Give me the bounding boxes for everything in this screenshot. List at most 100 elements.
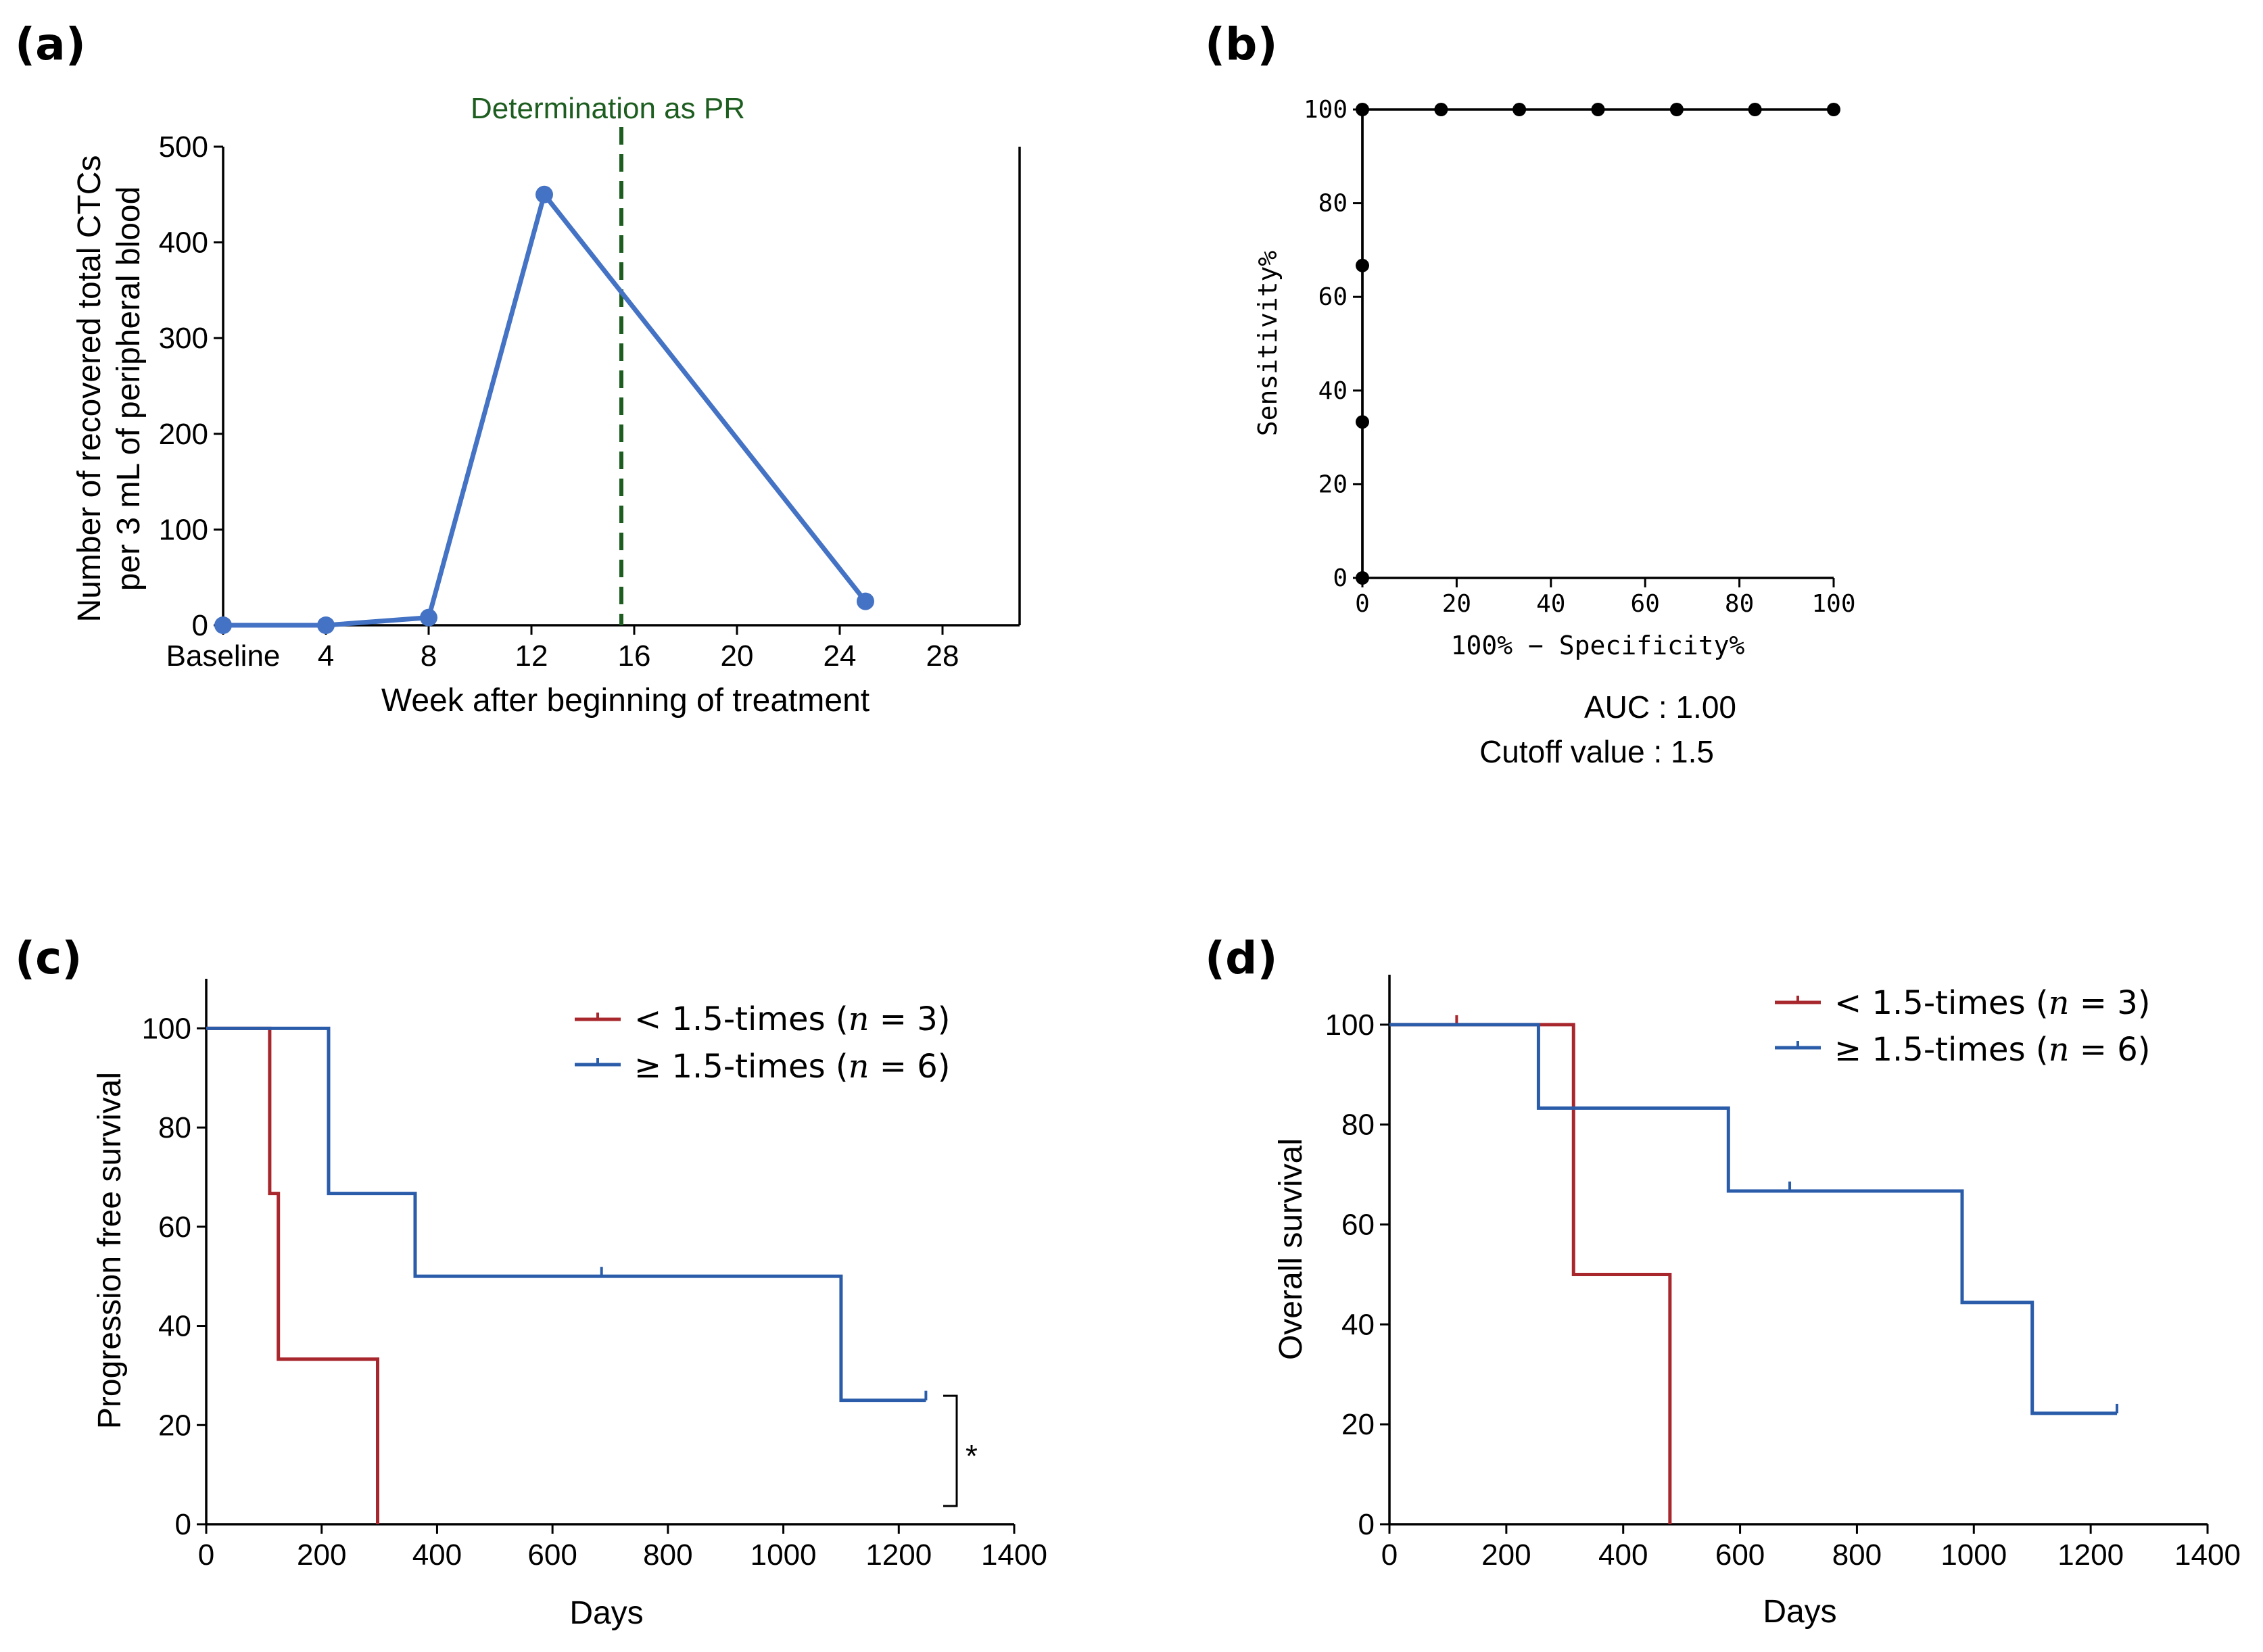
chart-b-data-point	[1748, 103, 1762, 116]
chart-c-ytick-label: 0	[175, 1508, 191, 1541]
chart-a-series-line	[223, 192, 867, 628]
chart-d-xtick-label: 400	[1598, 1538, 1648, 1572]
chart-d-xtick-label: 800	[1832, 1538, 1882, 1572]
panel-label-b: (b)	[1205, 18, 1278, 70]
chart-a-ytick-label: 0	[192, 609, 208, 642]
chart-a-ytick-label: 200	[159, 418, 208, 451]
chart-a-pr-label: Determination as PR	[471, 92, 745, 125]
chart-c-xtick-label: 0	[198, 1538, 214, 1572]
chart-b-ytick-label: 0	[1333, 564, 1348, 592]
chart-d-ytick-label: 40	[1341, 1308, 1375, 1341]
chart-b-xtick-label: 80	[1725, 590, 1754, 618]
chart-c-significance-bracket	[943, 1394, 958, 1507]
chart-d-ytick-label: 20	[1341, 1408, 1375, 1441]
chart-b-xlabel: 100% − Specificity%	[1451, 631, 1745, 660]
chart-b-ytick-label: 80	[1318, 190, 1348, 218]
chart-d-xtick-label: 1400	[2174, 1538, 2241, 1572]
chart-b-xtick-label: 40	[1536, 590, 1565, 618]
chart-c-ytick-label: 100	[142, 1012, 191, 1045]
chart-b-data-point	[1669, 103, 1684, 116]
chart-d-ytick-label: 60	[1341, 1209, 1375, 1242]
chart-d-xtick-label: 600	[1715, 1538, 1765, 1572]
chart-c-km-curve-low	[206, 1026, 380, 1524]
chart-d-ytick-label: 0	[1358, 1508, 1375, 1541]
chart-c-ytick-label: 80	[158, 1111, 191, 1144]
chart-c-ytick-label: 60	[158, 1211, 191, 1244]
chart-c-xtick-label: 400	[412, 1538, 462, 1572]
chart-b-ytick-label: 20	[1318, 470, 1348, 498]
chart-a-ytick-label: 300	[159, 322, 208, 355]
chart-c-xtick-label: 1400	[981, 1538, 1047, 1572]
chart-c-xtick-label: 800	[643, 1538, 692, 1572]
chart-a-xtick-label: 8	[421, 639, 437, 673]
chart-c: 0 20 40 60 80 100 0 200 400 600 800 1000 1200 1400 P…	[92, 979, 1047, 1631]
chart-c-xlabel: Days	[569, 1595, 643, 1631]
chart-d-legend: < 1.5-times (n = 3) ≥ 1.5-times (n = 6)	[1775, 984, 2151, 1069]
chart-a-data-point	[535, 185, 553, 203]
chart-a-data-point	[420, 608, 437, 627]
chart-a-ytick-label: 400	[159, 226, 208, 260]
chart-b-ylabel: Sensitivity%	[1253, 251, 1283, 437]
chart-b-ytick-label: 100	[1304, 96, 1348, 124]
chart-b-roc-line	[1361, 108, 1834, 578]
chart-c-ylabel: Progression free survival	[92, 1072, 128, 1429]
chart-a-xtick-label: 24	[824, 639, 857, 673]
panel-label-c: (c)	[15, 932, 82, 984]
chart-d-km-curve-high	[1389, 1023, 2118, 1415]
chart-c-legend-label-low: < 1.5-times (n = 3)	[634, 1000, 951, 1038]
chart-d-xtick-label: 0	[1381, 1538, 1398, 1572]
chart-b-data-point	[1434, 103, 1448, 116]
chart-b-data-point	[1356, 415, 1369, 429]
chart-c-xtick-label: 1000	[751, 1538, 817, 1572]
chart-d-legend-label-low: < 1.5-times (n = 3)	[1834, 984, 2151, 1022]
chart-b-ytick-label: 40	[1318, 377, 1348, 405]
chart-c-km-curve-high	[206, 1026, 926, 1403]
chart-d-legend-label-high: ≥ 1.5-times (n = 6)	[1834, 1031, 2151, 1069]
chart-b-xtick-label: 20	[1442, 590, 1471, 618]
chart-a-data-point	[857, 592, 874, 610]
chart-c-ytick-label: 40	[158, 1310, 191, 1343]
chart-a-xtick-label: 28	[926, 639, 959, 673]
chart-c-legend: < 1.5-times (n = 3) ≥ 1.5-times (n = 6)	[575, 1000, 951, 1086]
chart-d-km-curve-low	[1389, 1023, 1672, 1524]
panel-label-d: (d)	[1205, 932, 1278, 984]
chart-a-ytick-label: 100	[159, 513, 208, 546]
panel-label-a: (a)	[15, 18, 86, 70]
chart-d-xtick-label: 1000	[1940, 1538, 2007, 1572]
chart-c-xtick-label: 1200	[865, 1538, 932, 1572]
chart-a-xtick-label: 16	[618, 639, 651, 673]
chart-a-ylabel-line1: Number of recovered total CTCs	[72, 155, 108, 623]
chart-c-ytick-label: 20	[158, 1409, 191, 1442]
chart-a-xlabel: Week after beginning of treatment	[381, 683, 870, 719]
chart-b-data-point	[1591, 103, 1605, 116]
chart-d-ylabel: Overall survival	[1273, 1138, 1309, 1360]
chart-b-xtick-label: 100	[1811, 590, 1855, 618]
chart-a-xtick-label: Baseline	[166, 639, 281, 673]
chart-a-xtick-label: 4	[318, 639, 334, 673]
chart-d-xlabel: Days	[1763, 1594, 1836, 1630]
chart-c-xtick-label: 600	[527, 1538, 577, 1572]
chart-d-ytick-label: 80	[1341, 1109, 1375, 1142]
chart-a-data-point	[214, 616, 232, 634]
chart-b-ytick-label: 60	[1318, 283, 1348, 311]
chart-a-data-point	[317, 616, 335, 634]
chart-c-significance-mark: *	[966, 1438, 978, 1474]
chart-b-data-point	[1356, 103, 1369, 116]
chart-b-data-point	[1827, 103, 1840, 116]
chart-b: 0 20 40 60 80 100 0 20 40 60 80 100 Sensitivity% 1…	[1253, 96, 1856, 769]
chart-a-ylabel-line2: per 3 mL of peripheral blood	[111, 187, 147, 591]
chart-b-data-point	[1356, 258, 1369, 272]
chart-a-xtick-label: 12	[515, 639, 548, 673]
chart-b-cutoff: Cutoff value : 1.5	[1479, 734, 1714, 769]
chart-b-data-point	[1356, 571, 1369, 585]
chart-b-auc: AUC : 1.00	[1584, 689, 1736, 725]
chart-a: 0 100 200 300 400 500 Baseline 4 8 12 16 20 24 28 Nu…	[72, 92, 1021, 719]
chart-a-xtick-label: 20	[721, 639, 754, 673]
chart-c-xtick-label: 200	[297, 1538, 346, 1572]
chart-b-xtick-label: 0	[1355, 590, 1370, 618]
chart-d-ytick-label: 100	[1325, 1009, 1375, 1042]
chart-d: 0 20 40 60 80 100 0 200 400 600 800 1000 1200 1400 O…	[1273, 975, 2241, 1630]
chart-d-xtick-label: 200	[1481, 1538, 1531, 1572]
chart-a-ytick-label: 500	[159, 130, 208, 164]
